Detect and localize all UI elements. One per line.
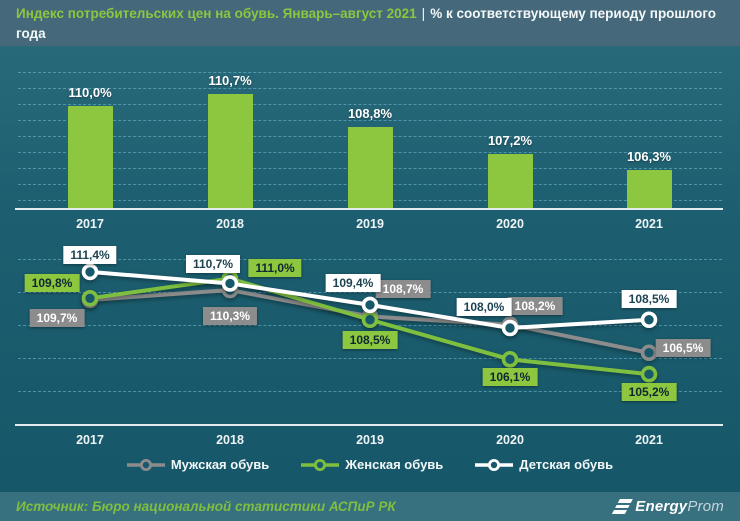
legend-item-label: Женская обувь	[345, 457, 444, 472]
bar-2019	[347, 126, 393, 209]
legend-item-mens-shoes: Мужская обувь	[126, 457, 270, 472]
gridline	[18, 259, 722, 260]
data-point-womens-shoes-2021	[640, 365, 658, 383]
data-label-mens-shoes-2021: 106,5%	[655, 338, 711, 357]
footer: Источник: Бюро национальной статистики А…	[0, 492, 740, 521]
data-point-womens-shoes-2017	[81, 289, 99, 307]
axis-tick-label-2017: 2017	[76, 217, 104, 231]
gridline	[18, 120, 722, 121]
axis-tick-label-2021: 2021	[635, 217, 663, 231]
data-point-womens-shoes-2018	[221, 270, 239, 287]
bar-2020	[487, 154, 533, 209]
axis-tick-label-2019: 2019	[356, 433, 384, 447]
axis-tick-label-2020: 2020	[496, 433, 524, 447]
gridline	[18, 358, 722, 359]
chart-title-highlight: Индекс потребительских цен на обувь. Янв…	[16, 6, 417, 21]
gridline	[18, 88, 722, 89]
energyprom-logo: EnergyProm	[612, 498, 724, 515]
data-label-kids-shoes-2017: 111,4%	[63, 245, 117, 264]
logo-e-icon	[612, 499, 634, 514]
data-label-mens-shoes-2020: 108,2%	[507, 296, 563, 315]
gridline	[18, 391, 722, 392]
data-label-womens-shoes-2019: 108,5%	[342, 330, 398, 349]
data-point-kids-shoes-2017	[81, 263, 99, 281]
bar-value-label: 108,8%	[347, 105, 393, 121]
data-label-womens-shoes-2018: 111,0%	[248, 258, 302, 277]
data-label-mens-shoes-2017: 109,7%	[29, 308, 85, 327]
data-label-kids-shoes-2018: 110,7%	[185, 255, 241, 274]
data-label-mens-shoes-2019: 108,7%	[375, 280, 431, 299]
axis-tick-label-2017: 2017	[76, 433, 104, 447]
bar-value-label: 110,7%	[208, 73, 252, 89]
data-label-kids-shoes-2019: 109,4%	[325, 273, 381, 292]
title-separator: |	[421, 6, 426, 21]
legend: Мужская обувь Женская обувь Детская обув…	[0, 457, 740, 472]
axis-tick-label-2021: 2021	[635, 433, 663, 447]
mens-shoes-line-marker-icon	[126, 458, 165, 471]
gridline	[18, 104, 722, 105]
data-label-kids-shoes-2020: 108,0%	[456, 298, 512, 316]
chart-title-unit: % к соответствующему периоду прошлого го…	[16, 6, 717, 41]
data-label-womens-shoes-2017: 109,8%	[24, 274, 80, 293]
legend-item-womens-shoes: Женская обувь	[301, 457, 443, 472]
axis-tick-label-2020: 2020	[496, 217, 524, 231]
womens-shoes-line-marker-icon	[301, 458, 340, 471]
legend-item-label: Мужская обувь	[170, 457, 270, 472]
bar-2021	[626, 169, 672, 209]
legend-item-label: Детская обувь	[519, 457, 614, 472]
data-point-kids-shoes-2018	[221, 275, 239, 292]
bar-value-label: 106,3%	[626, 148, 672, 164]
header: Индекс потребительских цен на обувь. Янв…	[0, 0, 740, 46]
axis-tick-label-2018: 2018	[216, 433, 244, 447]
data-point-mens-shoes-2019	[361, 308, 379, 325]
bar-2018	[207, 94, 253, 209]
data-label-kids-shoes-2021: 108,5%	[621, 289, 677, 308]
bar-chart-axis	[15, 208, 723, 210]
data-point-kids-shoes-2020	[501, 319, 519, 337]
gridline	[18, 292, 722, 293]
bar-value-label: 110,0%	[68, 85, 112, 101]
data-point-mens-shoes-2017	[81, 291, 99, 309]
legend-item-kids-shoes: Детская обувь	[475, 457, 613, 472]
logo-text-energy: Energy	[635, 498, 688, 515]
data-label-mens-shoes-2018: 110,3%	[202, 307, 258, 326]
bar-value-label: 107,2%	[487, 133, 533, 149]
line-chart-axis	[15, 424, 723, 426]
axis-tick-label-2018: 2018	[216, 217, 244, 231]
data-point-kids-shoes-2019	[361, 296, 379, 314]
gridline	[18, 325, 722, 326]
kids-shoes-line-marker-icon	[475, 458, 514, 471]
data-label-womens-shoes-2020: 106,1%	[482, 368, 538, 387]
logo-text: EnergyProm	[635, 498, 724, 515]
data-label-womens-shoes-2021: 105,2%	[621, 383, 677, 402]
logo-text-prom: Prom	[687, 498, 724, 515]
bar-2017	[67, 106, 113, 209]
source-text: Источник: Бюро национальной статистики А…	[16, 499, 396, 514]
data-point-mens-shoes-2018	[221, 281, 239, 299]
gridline	[18, 72, 722, 73]
axis-tick-label-2019: 2019	[356, 217, 384, 231]
data-point-womens-shoes-2020	[501, 351, 519, 368]
